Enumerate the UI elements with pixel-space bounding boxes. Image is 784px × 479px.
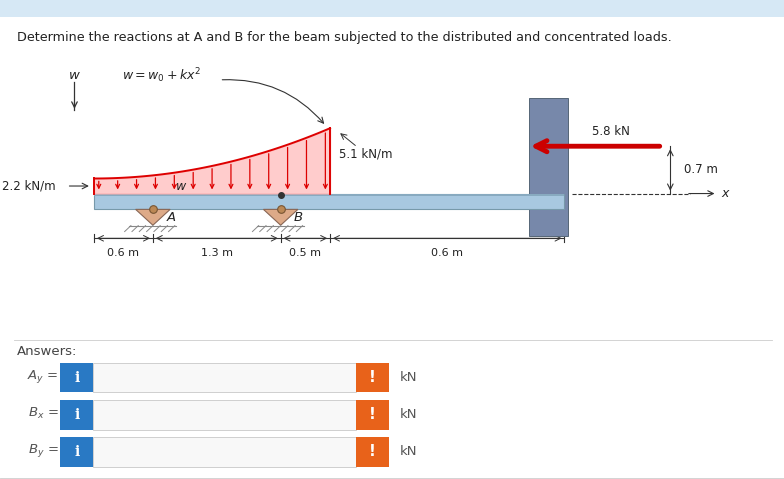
Bar	[94, 194, 564, 196]
Text: $A_y$ =: $A_y$ =	[27, 368, 59, 385]
Text: kN: kN	[400, 408, 417, 421]
Text: i: i	[74, 408, 79, 422]
Text: w: w	[69, 69, 80, 82]
Text: i: i	[74, 445, 79, 459]
Text: $B_x$ =: $B_x$ =	[28, 406, 59, 422]
Text: kN: kN	[400, 371, 417, 384]
Text: 0.7 m: 0.7 m	[684, 163, 718, 176]
Text: 1.3 m: 1.3 m	[201, 248, 233, 258]
Polygon shape	[136, 209, 170, 225]
Text: $B_y$ =: $B_y$ =	[28, 443, 59, 459]
FancyBboxPatch shape	[93, 363, 356, 392]
Text: 0.6 m: 0.6 m	[107, 248, 140, 258]
FancyBboxPatch shape	[60, 400, 93, 430]
Text: 5.1 kN/m: 5.1 kN/m	[339, 148, 393, 161]
Text: A: A	[166, 211, 176, 224]
Text: !: !	[369, 407, 376, 422]
Text: 2.2 kN/m: 2.2 kN/m	[2, 180, 55, 193]
Text: !: !	[369, 445, 376, 459]
FancyBboxPatch shape	[93, 437, 356, 467]
Text: 0.5 m: 0.5 m	[289, 248, 321, 258]
FancyBboxPatch shape	[60, 437, 93, 467]
Text: x: x	[721, 187, 728, 200]
Text: w: w	[176, 180, 186, 193]
FancyBboxPatch shape	[356, 400, 389, 430]
Text: kN: kN	[400, 445, 417, 458]
FancyBboxPatch shape	[60, 363, 93, 392]
Text: i: i	[74, 371, 79, 385]
Text: Determine the reactions at A and B for the beam subjected to the distributed and: Determine the reactions at A and B for t…	[17, 31, 672, 44]
Bar	[94, 194, 564, 208]
Bar	[529, 98, 568, 236]
FancyBboxPatch shape	[356, 363, 389, 392]
Text: Answers:: Answers:	[17, 345, 78, 358]
Text: 5.8 kN: 5.8 kN	[592, 125, 630, 137]
FancyBboxPatch shape	[356, 437, 389, 467]
Text: $w = w_0 + kx^2$: $w = w_0 + kx^2$	[122, 67, 201, 85]
Polygon shape	[263, 209, 298, 225]
FancyBboxPatch shape	[93, 400, 356, 430]
Text: 0.6 m: 0.6 m	[431, 248, 463, 258]
Text: !: !	[369, 370, 376, 385]
Text: B: B	[294, 211, 303, 224]
